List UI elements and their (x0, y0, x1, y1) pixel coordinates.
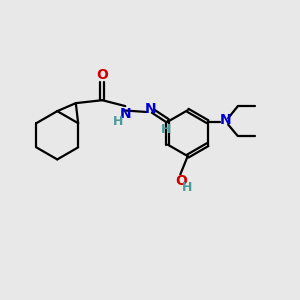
Text: N: N (219, 113, 231, 127)
Text: H: H (113, 115, 123, 128)
Text: H: H (182, 181, 192, 194)
Text: O: O (176, 174, 188, 188)
Text: O: O (96, 68, 108, 83)
Text: N: N (119, 107, 131, 121)
Text: H: H (161, 123, 171, 136)
Text: N: N (145, 102, 157, 116)
